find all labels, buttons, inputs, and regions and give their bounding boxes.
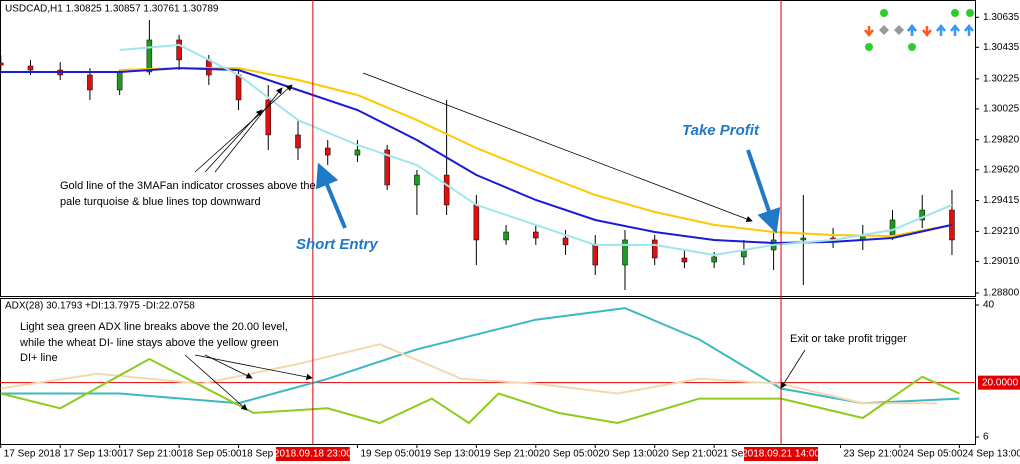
- candle-body: [324, 147, 331, 156]
- candle-body: [265, 99, 272, 136]
- x-tick-label: 20 Sep 13:00: [598, 449, 658, 460]
- marker-label-box: [744, 447, 819, 461]
- candle-body: [116, 71, 123, 91]
- candle-body: [800, 237, 807, 241]
- x-tick-label: 17 Sep 2018: [4, 449, 61, 460]
- annotation: Exit or take profit trigger: [790, 333, 907, 345]
- y-tick-label: 1.28800: [983, 288, 1020, 299]
- adx-panel: [0, 298, 976, 445]
- candle-body: [354, 149, 361, 156]
- x-tick-label: 20 Sep 21:00: [658, 449, 718, 460]
- x-tick-label: 20 Sep 05:00: [539, 449, 599, 460]
- y-tick-label: 6: [983, 432, 989, 443]
- y-tick-label: 1.30225: [983, 74, 1020, 85]
- candle-body: [503, 231, 509, 241]
- candle-body: [146, 39, 153, 73]
- x-tick-label: 19 Sep 13:00: [420, 449, 480, 460]
- y-tick-label: 1.29620: [983, 164, 1020, 175]
- candle-body: [27, 65, 34, 71]
- take-profit-label: Take Profit: [682, 122, 760, 139]
- x-tick-label: 23 Sep 21:00: [843, 449, 903, 460]
- candle-body: [919, 209, 925, 221]
- candle-body: [889, 219, 896, 236]
- y-tick-label: 40: [983, 300, 995, 311]
- candle-body: [651, 239, 658, 259]
- x-tick-label: 18 Sep 05:00: [182, 449, 242, 460]
- annotation: pale turquoise & blue lines top downward: [60, 196, 261, 208]
- price-panel: [0, 0, 976, 297]
- x-tick-label: 24 Sep 13:00: [962, 449, 1020, 460]
- annotation: while the wheat DI- line stays above the…: [19, 337, 279, 349]
- marker-label: 2018.09.18 23:00: [274, 449, 352, 460]
- x-tick-label: 24 Sep 05:00: [903, 449, 963, 460]
- candle-body: [622, 239, 628, 266]
- annotation: Gold line of the 3MAFan indicator crosse…: [60, 180, 316, 192]
- y-tick-label: 1.30635: [983, 12, 1020, 23]
- indicator-line: [0, 343, 938, 405]
- annotation: DI+ line: [20, 352, 58, 364]
- short-entry-label: Short Entry: [296, 236, 378, 253]
- signal-icons: [864, 9, 974, 51]
- indicator-line: [119, 43, 953, 257]
- y-tick-label: 1.29010: [983, 256, 1020, 267]
- indicator-title: ADX(28) 30.1793 +DI:13.7975 -DI:22.0758: [5, 301, 195, 312]
- candle-body: [473, 204, 480, 241]
- y-tick-label: 1.29820: [983, 134, 1020, 145]
- annotation-arrows: [184, 72, 806, 411]
- candle-body: [235, 74, 242, 101]
- candle-body: [711, 256, 717, 263]
- candle-body: [295, 134, 301, 149]
- annotation: Light sea green ADX line breaks above th…: [20, 321, 288, 333]
- y-tick-label: 1.30435: [983, 42, 1020, 53]
- indicator-line: [119, 67, 953, 238]
- x-tick-label: 18 Sep 13:00: [242, 449, 302, 460]
- candle-body: [87, 74, 93, 91]
- candle-body: [533, 231, 539, 239]
- candle-body: [176, 39, 182, 61]
- x-tick-label: 17 Sep 13:00: [63, 449, 123, 460]
- x-tick-label: 19 Sep 05:00: [360, 449, 420, 460]
- marker-label: 2018.09.21 14:00: [742, 449, 820, 460]
- indicator-line: [0, 307, 960, 405]
- level-label-box: [978, 375, 1020, 390]
- candle-body: [681, 257, 688, 263]
- indicator-line: [0, 357, 960, 425]
- candle-body: [414, 174, 420, 186]
- candle-body: [592, 244, 599, 266]
- y-tick-label: 1.29415: [983, 195, 1020, 206]
- x-tick-label: 17 Sep 21:00: [123, 449, 183, 460]
- candle-body: [0, 62, 4, 66]
- marker-label-box: [275, 447, 350, 461]
- candle-body: [443, 174, 450, 206]
- level-label: 20.0000: [982, 377, 1019, 388]
- x-tick-label: 19 Sep 21:00: [479, 449, 539, 460]
- entry-arrows: [316, 149, 781, 234]
- y-tick-label: 1.29210: [983, 226, 1020, 237]
- chart-title: USDCAD,H1 1.30825 1.30857 1.30761 1.3078…: [5, 4, 219, 15]
- candle-body: [384, 149, 390, 186]
- y-tick-label: 1.30025: [983, 104, 1020, 115]
- candle-body: [562, 237, 569, 246]
